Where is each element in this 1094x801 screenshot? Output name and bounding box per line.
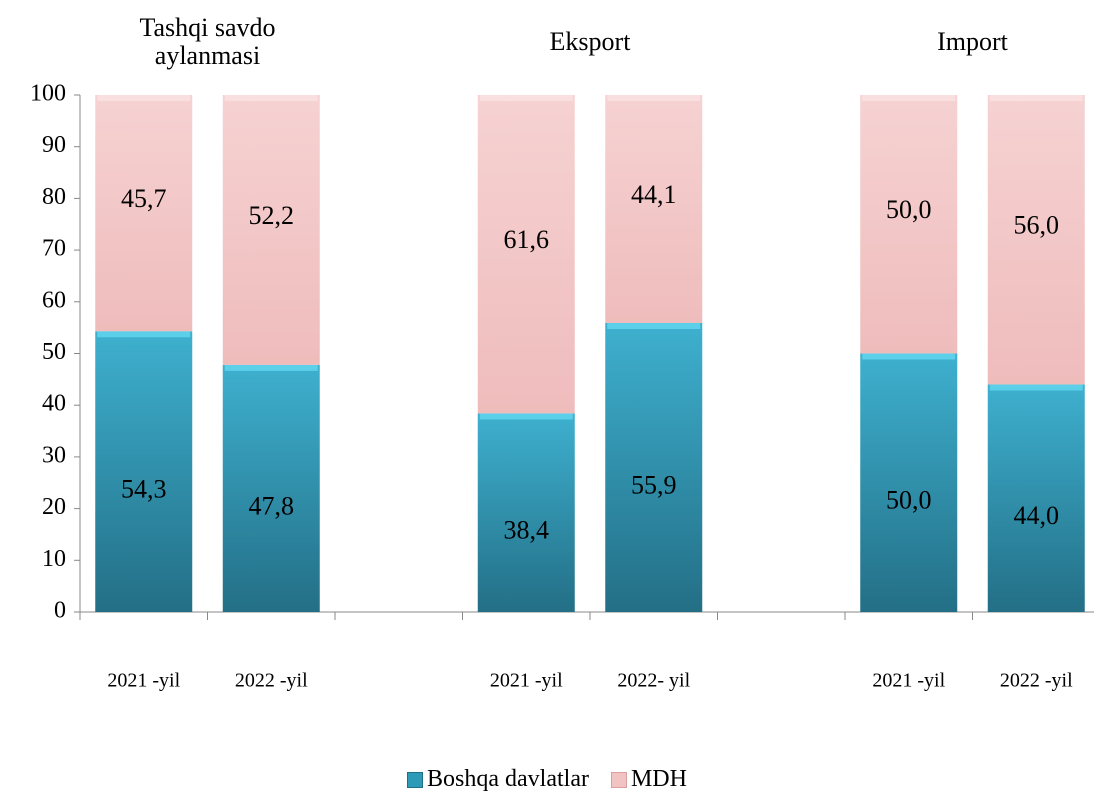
data-label: 38,4 <box>504 516 550 545</box>
bar-segment-highlight <box>97 331 191 338</box>
y-tick-label: 60 <box>42 287 66 313</box>
legend-label: Boshqa davlatlar <box>427 766 589 792</box>
y-tick-label: 50 <box>42 339 66 365</box>
y-tick-label: 10 <box>42 546 66 572</box>
bar-segment <box>477 95 575 414</box>
data-label: 45,7 <box>121 184 167 213</box>
legend-item: MDH <box>610 766 687 793</box>
data-label: 47,8 <box>249 491 295 520</box>
data-label: 56,0 <box>1014 211 1060 240</box>
bar-segment <box>95 95 193 332</box>
bar-segment <box>477 413 575 612</box>
data-label: 44,0 <box>1014 501 1060 530</box>
y-tick-label: 80 <box>42 184 66 210</box>
bar-segment <box>605 95 703 323</box>
bar-segment <box>222 364 320 612</box>
y-tick-label: 100 <box>30 81 66 107</box>
x-tick-label: 2022- yil <box>617 670 690 692</box>
group-label: Import <box>937 27 1008 56</box>
x-tick-label: 2021 -yil <box>490 670 563 692</box>
bar-segment-highlight <box>989 384 1083 391</box>
legend-item: Boshqa davlatlar <box>407 766 589 793</box>
bar-segment <box>987 384 1085 612</box>
bar-segment-highlight <box>607 95 701 101</box>
bar-segment-highlight <box>989 95 1083 101</box>
bar-segment <box>95 331 193 612</box>
data-label: 44,1 <box>631 180 677 209</box>
group-label: Tashqi savdo aylanmasi <box>139 13 276 70</box>
y-tick-label: 40 <box>42 391 66 417</box>
bar-segment <box>860 95 958 354</box>
bar-segment <box>860 353 958 612</box>
bar-segment <box>222 95 320 365</box>
x-tick-label: 2022 -yil <box>235 670 308 692</box>
data-label: 54,3 <box>121 475 167 504</box>
x-tick-label: 2022 -yil <box>1000 670 1073 692</box>
group-label: Eksport <box>549 27 631 56</box>
data-label: 50,0 <box>886 486 932 515</box>
bar-segment-highlight <box>479 413 573 420</box>
bar-segment-highlight <box>479 95 573 101</box>
y-tick-label: 70 <box>42 236 66 262</box>
y-tick-label: 20 <box>42 494 66 520</box>
y-tick-label: 90 <box>42 132 66 158</box>
y-tick-label: 30 <box>42 442 66 468</box>
bar-segment-highlight <box>862 353 956 360</box>
legend-swatch <box>407 771 424 788</box>
bar-segment-highlight <box>224 364 318 371</box>
legend: Boshqa davlatlar MDH <box>0 766 1094 793</box>
data-label: 52,2 <box>249 201 295 230</box>
bar-segment <box>987 95 1085 385</box>
bar-segment-highlight <box>97 95 191 101</box>
data-label: 50,0 <box>886 195 932 224</box>
legend-swatch <box>610 771 627 788</box>
bar-segment-highlight <box>862 95 956 101</box>
data-label: 61,6 <box>504 225 550 254</box>
legend-label: MDH <box>630 766 687 792</box>
bar-segment-highlight <box>224 95 318 101</box>
x-tick-label: 2021 -yil <box>872 670 945 692</box>
x-tick-label: 2021 -yil <box>107 670 180 692</box>
y-tick-label: 0 <box>54 598 66 624</box>
data-label: 55,9 <box>631 470 677 499</box>
bar-segment-highlight <box>607 322 701 329</box>
bar-segment <box>605 322 703 612</box>
